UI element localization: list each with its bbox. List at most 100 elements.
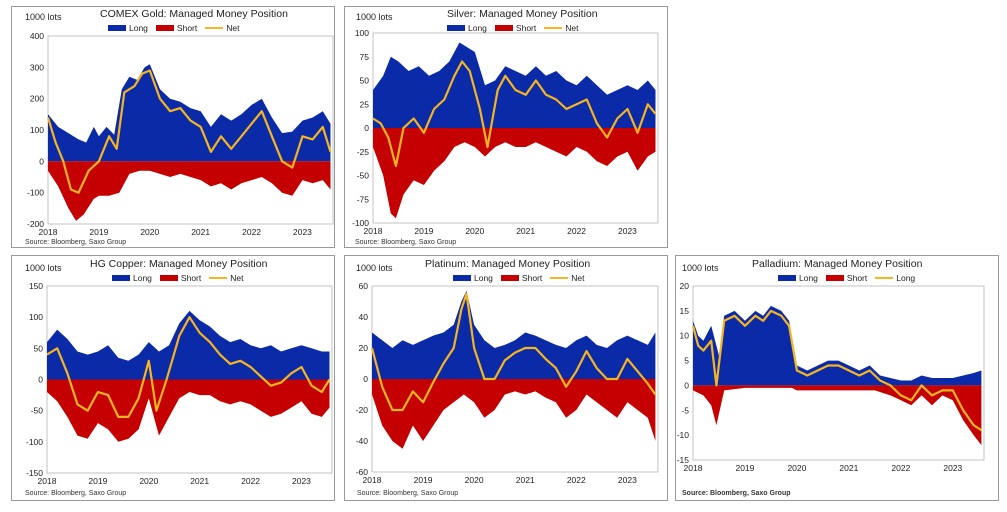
x-tick-label: 2020	[140, 227, 159, 237]
x-tick-label: 2018	[363, 475, 382, 485]
x-tick-label: 2019	[414, 475, 433, 485]
y-tick-label: -20	[356, 405, 369, 415]
legend-item-net: Net	[550, 273, 584, 283]
x-tick-label: 2023	[618, 475, 637, 485]
legend-swatch-long	[778, 275, 796, 281]
y-tick-label: 20	[680, 281, 690, 291]
legend-swatch-long	[108, 25, 126, 31]
y-tick-label: 25	[360, 99, 370, 109]
long-area	[373, 42, 656, 128]
legend-item-net: Long	[875, 273, 915, 283]
x-tick-label: 2018	[39, 227, 58, 237]
legend-swatch-net	[209, 277, 228, 279]
copper-chart-panel: 150 100 50 0 -50 -100 -150 2018 2019 2020 2021 2022…	[11, 255, 335, 501]
long-area	[48, 64, 331, 162]
x-tick-label: 2020	[465, 475, 484, 485]
net-line	[691, 309, 982, 432]
platinum-source: Source: Bloomberg, Saxo Group	[357, 490, 459, 497]
legend-label-short: Short	[180, 273, 202, 283]
legend-label-long: Long	[799, 273, 818, 283]
copper-chart-title: HG Copper: Managed Money Position	[90, 258, 268, 270]
y-tick-label: 60	[359, 281, 369, 291]
x-tick-label: 2022	[567, 475, 586, 485]
y-tick-label: 0	[38, 375, 43, 385]
y-tick-label: 150	[29, 281, 43, 291]
x-tick-label: 2023	[293, 227, 312, 237]
legend-label-net: Net	[571, 273, 585, 283]
net-line	[46, 69, 332, 194]
y-tick-label: -40	[356, 436, 369, 446]
copper-unit-label: 1000 lots	[25, 263, 62, 273]
x-tick-label: 2022	[242, 227, 261, 237]
net-line	[372, 60, 657, 168]
x-tick-label: 2018	[684, 463, 703, 473]
legend-label-short: Short	[515, 23, 537, 33]
x-tick-label: 2021	[191, 227, 210, 237]
y-tick-label: 50	[360, 76, 370, 86]
legend-item-long: Long	[108, 23, 148, 33]
legend-swatch-long	[447, 25, 465, 31]
legend-item-net: Net	[205, 23, 239, 33]
legend-item-net: Net	[544, 23, 578, 33]
silver-chart-panel: 100 75 50 25 0 -25 -50 -75 -100 2018 2019 2020 2021 2…	[344, 6, 668, 248]
y-tick-label: 40	[359, 312, 369, 322]
legend-swatch-short	[159, 275, 178, 281]
net-line	[46, 316, 331, 418]
legend-label-net: Long	[896, 273, 916, 283]
palladium-chart-title: Palladium: Managed Money Position	[752, 258, 923, 270]
x-tick-label: 2022	[891, 463, 910, 473]
platinum-unit-label: 1000 lots	[356, 263, 393, 273]
legend-label-long: Long	[474, 273, 493, 283]
gold-unit-label: 1000 lots	[25, 12, 62, 22]
x-tick-label: 2019	[414, 226, 433, 236]
y-tick-label: -100	[27, 188, 44, 198]
x-tick-label: 2023	[943, 463, 962, 473]
gold-legend: Long Short Net	[108, 23, 239, 33]
legend-item-long: Long	[447, 23, 487, 33]
y-tick-label: -5	[681, 405, 689, 415]
y-tick-label: 100	[30, 125, 44, 135]
y-tick-label: 0	[364, 123, 369, 133]
y-tick-label: -50	[31, 406, 44, 416]
copper-legend: Long Short Net	[112, 273, 243, 283]
y-tick-label: -15	[677, 455, 690, 465]
legend-swatch-net	[875, 277, 894, 279]
y-tick-label: 0	[363, 374, 368, 384]
x-tick-label: 2020	[465, 226, 484, 236]
gold-chart-title: COMEX Gold: Managed Money Position	[100, 8, 288, 20]
legend-swatch-long	[453, 275, 471, 281]
legend-label-net: Net	[230, 273, 244, 283]
net-line	[370, 292, 657, 412]
legend-item-long: Long	[453, 273, 493, 283]
legend-swatch-short	[494, 25, 513, 31]
x-tick-label: 2021	[190, 476, 209, 486]
short-area	[48, 161, 331, 221]
x-tick-label: 2023	[618, 226, 637, 236]
y-tick-label: -100	[26, 437, 43, 447]
legend-swatch-short	[825, 275, 844, 281]
legend-item-short: Short	[825, 273, 867, 283]
x-tick-label: 2018	[364, 226, 383, 236]
legend-label-net: Net	[226, 23, 240, 33]
x-tick-label: 2023	[292, 476, 311, 486]
silver-unit-label: 1000 lots	[356, 12, 393, 22]
y-tick-label: -75	[357, 194, 370, 204]
gold-chart-panel: 400 300 200 100 0 -100 -200 2018 2019 2020 2021 202…	[11, 6, 335, 248]
short-area	[693, 385, 982, 446]
y-tick-label: 15	[680, 306, 690, 316]
legend-label-long: Long	[133, 273, 152, 283]
platinum-chart-title: Platinum: Managed Money Position	[425, 258, 591, 270]
y-tick-label: -25	[357, 147, 370, 157]
y-tick-label: -200	[27, 219, 44, 229]
legend-swatch-net	[205, 27, 224, 29]
x-tick-label: 2021	[839, 463, 858, 473]
gold-source: Source: Bloomberg, Saxo Group	[25, 239, 127, 246]
y-tick-label: -100	[352, 218, 369, 228]
legend-swatch-short	[500, 275, 519, 281]
y-tick-label: 400	[30, 31, 44, 41]
legend-item-short: Short	[500, 273, 542, 283]
